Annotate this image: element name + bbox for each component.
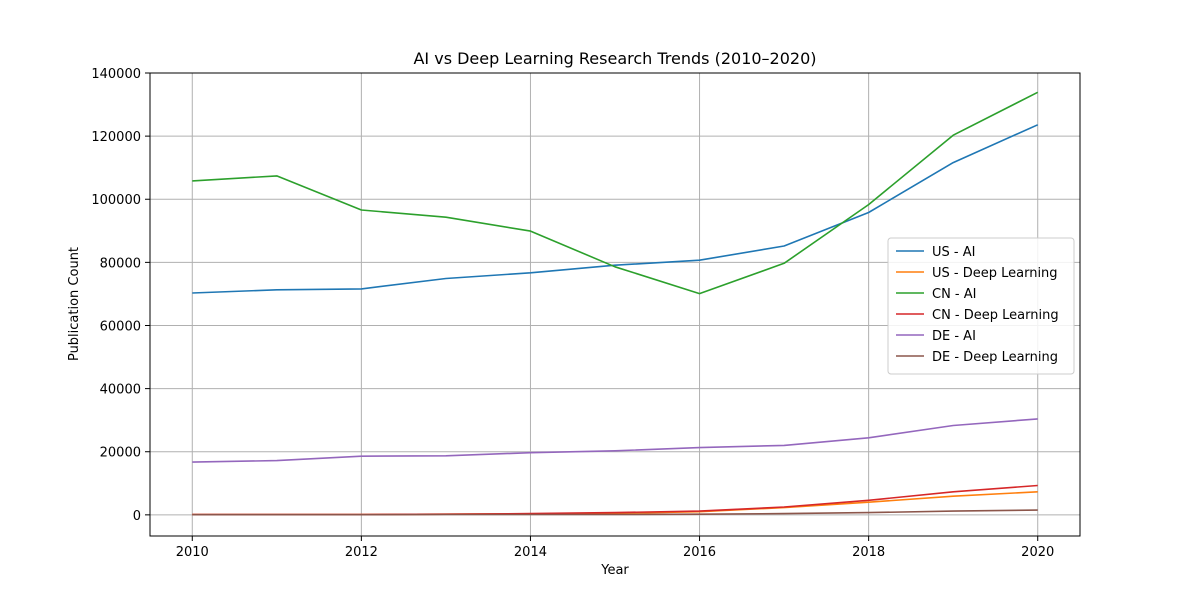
x-axis-label: Year: [600, 563, 629, 578]
axis-ticks: 2010 2012 2014 2016 2018 2020 0 20000 40000 60000…: [91, 67, 1054, 560]
legend-entry: DE - Deep Learning: [932, 350, 1058, 365]
x-tick-label: 2010: [176, 545, 209, 560]
y-tick-label: 140000: [91, 67, 141, 82]
legend-entry: CN - AI: [932, 287, 976, 302]
legend-entry: CN - Deep Learning: [932, 308, 1059, 323]
y-tick-label: 80000: [100, 256, 141, 271]
y-tick-label: 40000: [100, 383, 141, 398]
x-tick-label: 2012: [345, 545, 378, 560]
legend-entry: US - Deep Learning: [932, 266, 1058, 281]
series-lines: [192, 91, 1039, 516]
x-tick-label: 2014: [514, 545, 547, 560]
x-tick-label: 2018: [852, 545, 885, 560]
legend: US - AI US - Deep Learning CN - AI CN - Dee…: [887, 237, 1075, 375]
y-tick-label: 0: [133, 509, 141, 524]
x-tick-label: 2016: [683, 545, 716, 560]
legend-entry: DE - AI: [932, 329, 976, 344]
y-tick-label: 120000: [91, 130, 141, 145]
y-tick-label: 20000: [100, 446, 141, 461]
series-line-0: [192, 124, 1039, 294]
series-line-2: [192, 91, 1039, 295]
y-tick-label: 60000: [100, 319, 141, 334]
x-tick-label: 2020: [1021, 545, 1054, 560]
plot-frame: [149, 72, 1081, 537]
series-line-5: [192, 509, 1038, 516]
chart-title: AI vs Deep Learning Research Trends (201…: [413, 49, 816, 68]
y-tick-label: 100000: [91, 193, 141, 208]
y-axis-label: Publication Count: [67, 247, 82, 361]
legend-box: [887, 237, 1075, 375]
legend-entry: US - AI: [932, 245, 975, 260]
series-line-4: [192, 418, 1038, 463]
